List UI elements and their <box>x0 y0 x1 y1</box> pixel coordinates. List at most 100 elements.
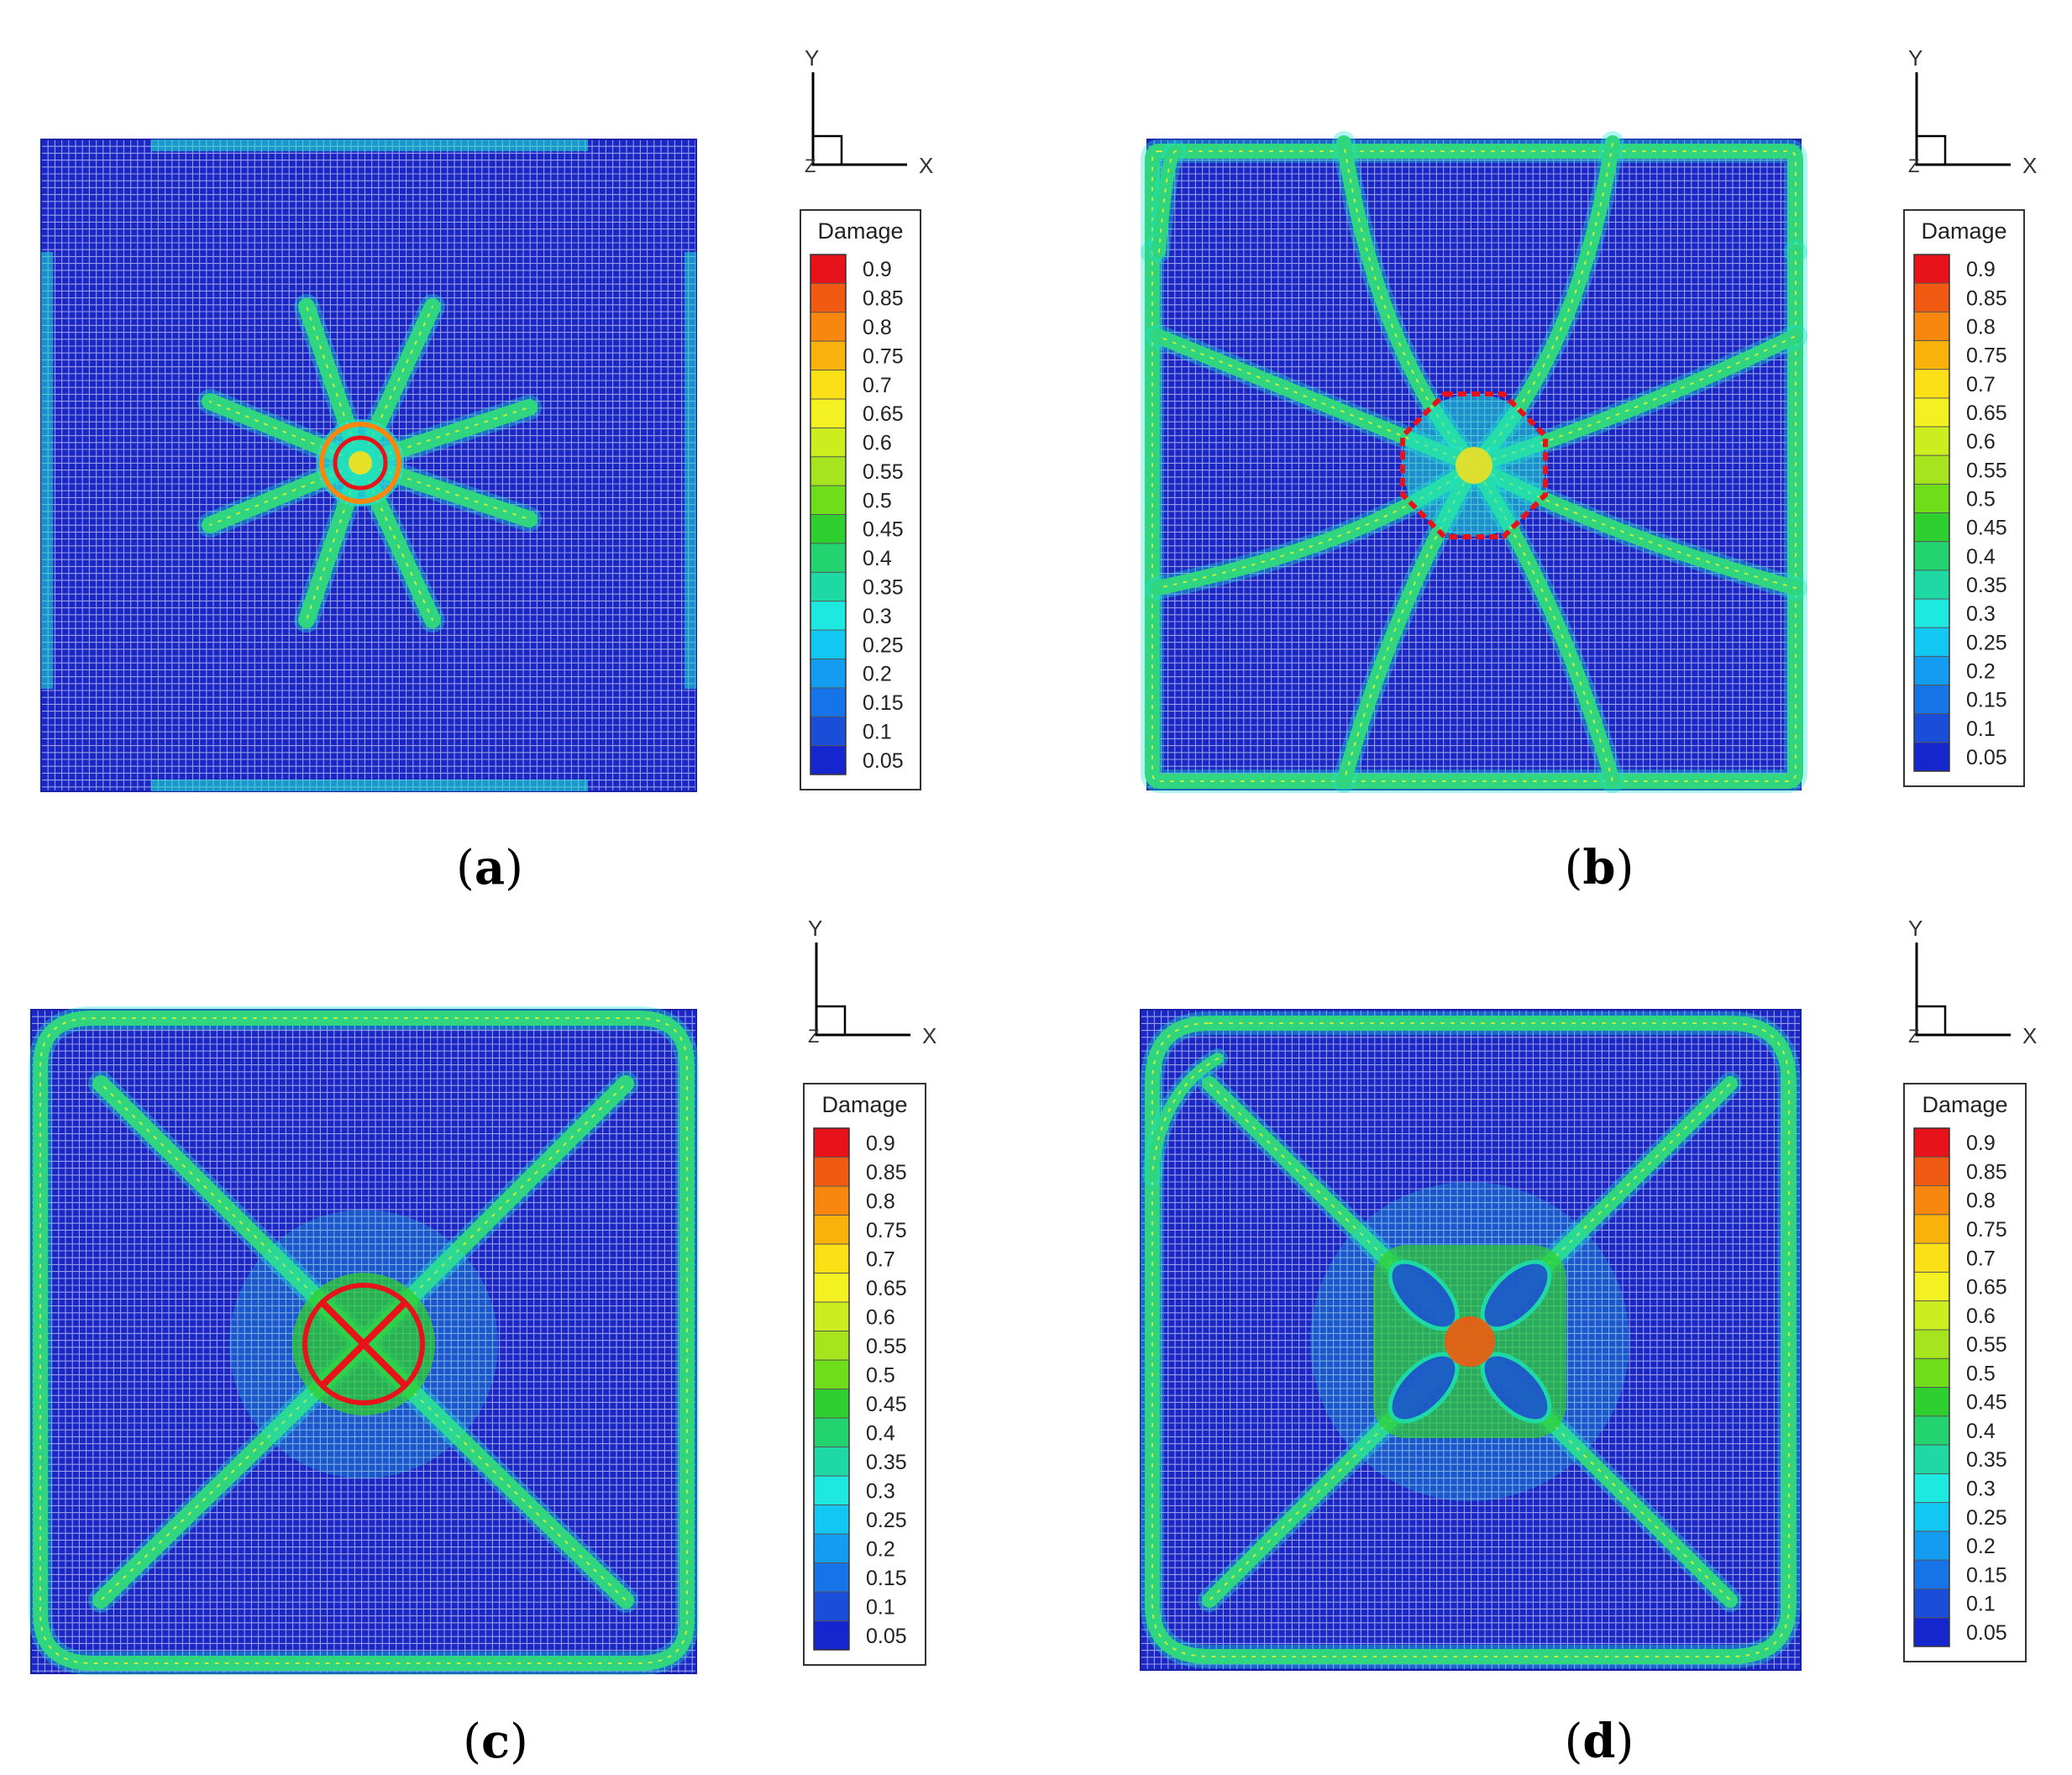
legend-swatch <box>1914 1214 1949 1244</box>
caption-letter-d: d <box>1582 1714 1616 1769</box>
legend-swatch <box>1914 685 1949 714</box>
legend-level-label: 0.7 <box>1966 373 1996 396</box>
legend-level-label: 0.4 <box>1966 545 1996 569</box>
core-octagon <box>1400 391 1548 539</box>
legend-swatch <box>810 312 846 342</box>
caption-letter-b: b <box>1582 840 1616 895</box>
legend-swatch <box>1914 1415 1949 1446</box>
caption-letter-c: c <box>480 1714 511 1769</box>
legend-level-label: 0.3 <box>1966 1477 1996 1500</box>
damage-map-c: Y X Z Damage 0.9 0.85 0.8 0.75 0.7 0.65 0.6 0.55 0.… <box>29 916 936 1675</box>
legend-level-label: 0.45 <box>1966 1391 2007 1415</box>
legend-swatch <box>1914 570 1949 599</box>
crack-arm-core <box>359 306 433 464</box>
z-axis-label: Z <box>1908 1026 1919 1047</box>
legend-swatch <box>814 1620 849 1650</box>
legend-level-label: 0.2 <box>1966 659 1996 683</box>
plate-border <box>1140 1009 1802 1671</box>
legend-swatch <box>1914 340 1949 370</box>
legend-level-label: 0.85 <box>863 287 904 311</box>
legend-swatch <box>814 1562 849 1592</box>
legend-swatch <box>810 255 846 284</box>
axis-triad-d: Y X Z <box>1908 916 2037 1048</box>
legend-swatch <box>814 1418 849 1447</box>
legend-swatch <box>810 341 846 370</box>
legend-swatch <box>810 687 846 717</box>
legend-swatch <box>1914 1445 1949 1474</box>
legend-swatch <box>1914 1157 1949 1186</box>
legend-level-label: 0.7 <box>866 1247 895 1271</box>
legend-title: Damage <box>1922 1092 2007 1117</box>
legend-level-label: 0.7 <box>863 374 892 397</box>
z-axis-label: Z <box>805 155 816 176</box>
legend-swatch <box>810 630 846 659</box>
legend-level-label: 0.8 <box>866 1189 895 1213</box>
legend-level-label: 0.65 <box>863 402 904 426</box>
legend-bar-frame <box>813 1127 850 1651</box>
legend-swatch <box>1914 1128 1949 1158</box>
spoke-core <box>1343 465 1475 782</box>
legend-swatch <box>1914 541 1949 570</box>
legend-swatch <box>1914 484 1949 513</box>
crack-arm-core <box>306 306 361 464</box>
legend-level-label: 0.1 <box>1966 717 1996 741</box>
legend-level-label: 0.8 <box>1966 315 1996 339</box>
z-axis-box <box>815 1005 847 1037</box>
legend-level-label: 0.9 <box>863 258 892 281</box>
z-axis-label: Z <box>1908 155 1919 176</box>
panel-a: Y X Z Damage 0.9 0.85 0.8 0.75 0.7 0.65 0.6 0.55 0.… <box>0 0 1036 895</box>
legend-swatch <box>1914 283 1949 312</box>
legend-swatch <box>814 1273 849 1302</box>
legend-swatch <box>1914 1272 1949 1301</box>
legend-swatch <box>1914 1243 1949 1273</box>
core-center <box>1456 447 1492 484</box>
legend-swatch <box>814 1389 849 1418</box>
legend-swatch <box>814 1447 849 1476</box>
legend-swatch <box>814 1244 849 1273</box>
z-axis-label: Z <box>808 1026 819 1047</box>
crack-pattern-b <box>1141 131 1807 793</box>
y-axis-label: Y <box>805 45 819 71</box>
legend-swatch <box>814 1331 849 1360</box>
legend-level-label: 0.3 <box>1966 602 1996 626</box>
legend-swatch <box>814 1128 849 1158</box>
legend-swatch <box>1914 713 1949 743</box>
crack-pattern-a <box>41 139 696 791</box>
core-ring <box>302 1283 425 1405</box>
x-axis-label: X <box>2022 153 2037 178</box>
legend-level-label: 0.9 <box>866 1132 895 1155</box>
legend-level-label: 0.55 <box>1966 1333 2007 1357</box>
legend-level-label: 0.8 <box>863 316 892 339</box>
corner-arc-core <box>1151 1058 1219 1177</box>
legend-swatch <box>810 398 846 428</box>
legend-swatch <box>810 543 846 573</box>
legend-swatch <box>1914 742 1949 771</box>
damage-map-a: Y X Z Damage 0.9 0.85 0.8 0.75 0.7 0.65 0.6 0.55 0.… <box>40 45 933 792</box>
legend-swatch <box>1914 1502 1949 1531</box>
legend-swatch <box>1914 1300 1949 1330</box>
crack-arm-core <box>209 462 361 526</box>
legend-level-label: 0.75 <box>866 1219 907 1242</box>
legend-level-label: 0.3 <box>866 1479 895 1503</box>
legend-level-label: 0.55 <box>863 460 904 484</box>
edge-band-bottom <box>151 780 588 791</box>
damage-legend-c: Damage 0.9 0.85 0.8 0.75 0.7 0.65 0.6 0.55 0.5 0.4… <box>803 1083 926 1666</box>
boundary-top-core <box>1151 150 1797 253</box>
legend-level-label: 0.2 <box>1966 1535 1996 1558</box>
legend-level-label: 0.85 <box>866 1161 907 1184</box>
legend-swatch <box>1914 427 1949 456</box>
legend-level-label: 0.55 <box>866 1335 907 1358</box>
legend-level-label: 0.45 <box>863 518 904 542</box>
legend-level-label: 0.15 <box>1966 1563 2007 1587</box>
legend-swatch <box>1914 455 1949 485</box>
legend-level-label: 0.05 <box>866 1625 907 1648</box>
crack-arm-core <box>359 462 433 621</box>
legend-level-label: 0.6 <box>1966 1305 1996 1328</box>
legend-swatch <box>814 1592 849 1621</box>
damage-legend-a: Damage 0.9 0.85 0.8 0.75 0.7 0.65 0.6 0.55 0.5 0.4… <box>800 209 921 790</box>
core-x <box>319 1300 408 1389</box>
legend-level-label: 0.35 <box>866 1451 907 1474</box>
legend-level-label: 0.35 <box>1966 1448 2007 1472</box>
